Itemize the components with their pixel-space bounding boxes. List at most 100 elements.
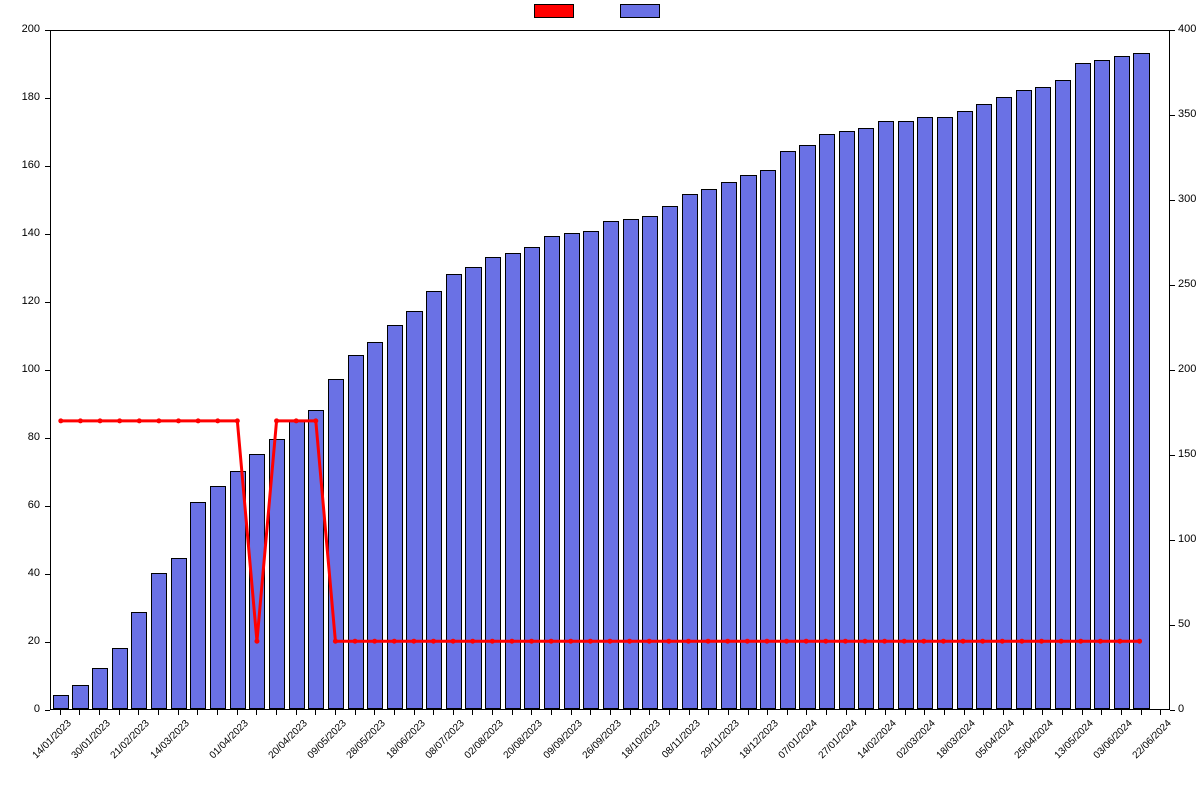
x-tick-label: 03/06/2024	[1063, 718, 1134, 789]
y-left-tick	[45, 370, 50, 371]
x-tick-label: 18/10/2023	[592, 718, 663, 789]
y-left-tick	[45, 710, 50, 711]
x-tick	[414, 710, 415, 715]
x-tick	[610, 710, 611, 715]
x-tick	[551, 710, 552, 715]
line-marker	[902, 639, 907, 644]
x-tick-label: 09/09/2023	[513, 718, 584, 789]
legend-item-bar	[620, 4, 666, 18]
x-tick	[1023, 710, 1024, 715]
x-tick	[905, 710, 906, 715]
line-marker	[117, 418, 122, 423]
y-left-tick-label: 180	[0, 91, 40, 103]
line-marker	[215, 418, 220, 423]
x-tick	[806, 710, 807, 715]
plot-area	[50, 30, 1170, 710]
x-tick	[472, 710, 473, 715]
y-right-tick-label: 400	[1178, 23, 1196, 35]
y-left-tick-label: 40	[0, 567, 40, 579]
line-marker	[509, 639, 514, 644]
line-marker	[666, 639, 671, 644]
line-marker	[941, 639, 946, 644]
y-left-tick	[45, 30, 50, 31]
legend-swatch-bar	[620, 4, 660, 18]
line-marker	[176, 418, 181, 423]
line-marker	[961, 639, 966, 644]
x-tick	[1160, 710, 1161, 715]
line-marker	[686, 639, 691, 644]
x-tick	[885, 710, 886, 715]
line-marker	[647, 639, 652, 644]
line-marker	[451, 639, 456, 644]
line-marker	[725, 639, 730, 644]
x-tick	[944, 710, 945, 715]
x-tick-label: 18/06/2023	[356, 718, 427, 789]
line-marker	[1019, 639, 1024, 644]
y-right-tick-label: 0	[1178, 703, 1184, 715]
y-left-tick-label: 140	[0, 227, 40, 239]
x-tick	[531, 710, 532, 715]
y-right-tick-label: 200	[1178, 363, 1196, 375]
line-marker	[980, 639, 985, 644]
y-left-tick	[45, 574, 50, 575]
line-marker	[313, 418, 318, 423]
x-tick	[1003, 710, 1004, 715]
x-tick-label: 05/04/2024	[945, 718, 1016, 789]
x-tick	[630, 710, 631, 715]
x-tick	[983, 710, 984, 715]
line-marker	[1059, 639, 1064, 644]
x-tick	[60, 710, 61, 715]
y-left-tick-label: 80	[0, 431, 40, 443]
line-marker	[627, 639, 632, 644]
x-tick-label: 14/01/2023	[2, 718, 73, 789]
y-left-tick	[45, 166, 50, 167]
x-tick	[119, 710, 120, 715]
x-tick-label: 28/05/2023	[317, 718, 388, 789]
x-tick	[178, 710, 179, 715]
x-tick	[79, 710, 80, 715]
x-tick	[237, 710, 238, 715]
line-marker	[549, 639, 554, 644]
x-tick	[1101, 710, 1102, 715]
x-tick	[1141, 710, 1142, 715]
x-tick	[669, 710, 670, 715]
line-marker	[372, 639, 377, 644]
y-right-tick-label: 350	[1178, 108, 1196, 120]
line-marker	[921, 639, 926, 644]
x-tick	[197, 710, 198, 715]
x-tick-label: 07/01/2024	[749, 718, 820, 789]
line-marker	[78, 418, 83, 423]
x-tick	[1062, 710, 1063, 715]
x-tick	[728, 710, 729, 715]
y-right-tick	[1170, 540, 1175, 541]
x-tick-label: 29/11/2023	[670, 718, 741, 789]
x-tick	[453, 710, 454, 715]
line-marker	[1000, 639, 1005, 644]
line-marker	[568, 639, 573, 644]
y-right-tick-label: 250	[1178, 278, 1196, 290]
x-tick	[767, 710, 768, 715]
x-tick	[394, 710, 395, 715]
x-tick	[846, 710, 847, 715]
x-tick	[138, 710, 139, 715]
line-marker	[823, 639, 828, 644]
x-tick	[865, 710, 866, 715]
x-tick-label: 26/09/2023	[552, 718, 623, 789]
line-marker	[882, 639, 887, 644]
x-tick	[296, 710, 297, 715]
line-marker	[294, 418, 299, 423]
x-tick	[433, 710, 434, 715]
x-tick	[708, 710, 709, 715]
line-marker	[1078, 639, 1083, 644]
line-marker	[274, 418, 279, 423]
x-tick	[276, 710, 277, 715]
y-right-tick	[1170, 200, 1175, 201]
y-right-tick	[1170, 710, 1175, 711]
x-tick-label: 22/06/2024	[1103, 718, 1174, 789]
chart-root: 020406080100120140160180200 050100150200…	[0, 0, 1200, 800]
x-tick-label: 02/08/2023	[434, 718, 505, 789]
y-left-tick-label: 160	[0, 159, 40, 171]
x-tick	[335, 710, 336, 715]
line-marker	[529, 639, 534, 644]
y-right-tick-label: 50	[1178, 618, 1190, 630]
